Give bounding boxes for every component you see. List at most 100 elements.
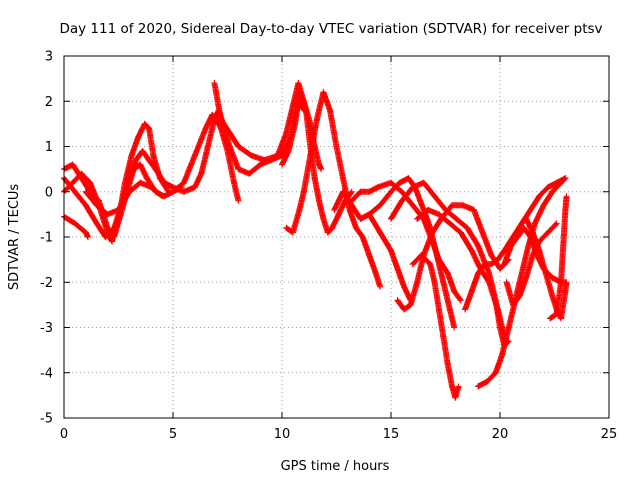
data-point (316, 161, 323, 168)
data-point (348, 188, 355, 195)
y-tick-label: -1 (40, 231, 53, 246)
data-point (525, 243, 532, 250)
data-point (488, 252, 495, 259)
data-point (388, 179, 394, 186)
y-tick-label: 2 (45, 95, 53, 110)
data-point (462, 306, 469, 313)
data-point (82, 202, 89, 209)
data-point (435, 256, 442, 263)
data-point (82, 229, 89, 236)
data-point (148, 184, 155, 191)
data-point (261, 157, 268, 164)
data-point (159, 193, 166, 200)
data-point (126, 188, 133, 195)
data-point (475, 270, 482, 277)
data-point (132, 157, 139, 164)
data-point (499, 351, 506, 358)
data-point (87, 179, 94, 186)
series-track-9 (283, 89, 384, 290)
data-point (289, 229, 296, 236)
x-tick-label: 5 (169, 427, 177, 442)
data-point (497, 265, 503, 272)
y-tick-label: -5 (40, 412, 53, 427)
data-point (316, 197, 323, 204)
data-point (516, 292, 523, 299)
data-point (409, 184, 416, 191)
data-point (377, 283, 384, 290)
data-point (93, 202, 100, 209)
data-point (211, 80, 218, 87)
data-point (283, 224, 290, 231)
data-point (302, 107, 309, 114)
data-point (549, 292, 556, 299)
data-point (527, 206, 534, 213)
series-track-15 (409, 252, 462, 401)
data-point (161, 179, 168, 186)
data-point (313, 116, 320, 123)
data-point (492, 369, 499, 376)
data-point (407, 301, 414, 308)
data-point (357, 188, 364, 195)
data-point (540, 202, 547, 209)
data-point (139, 148, 146, 155)
data-point (69, 179, 76, 186)
data-point (444, 360, 451, 367)
data-point (226, 129, 233, 136)
data-point (398, 188, 405, 195)
data-point (409, 202, 416, 209)
data-point (405, 175, 412, 182)
data-point (209, 111, 216, 118)
data-point (563, 279, 570, 286)
data-point (520, 224, 527, 231)
data-point (69, 161, 76, 168)
y-tick-label: 3 (45, 50, 53, 65)
data-point (558, 179, 565, 186)
data-point (562, 175, 569, 182)
y-axis-label: SDTVAR / TECUs (7, 184, 22, 291)
data-point (558, 279, 565, 286)
data-point (396, 179, 403, 186)
series-track-20 (503, 220, 560, 308)
data-point (235, 166, 242, 173)
data-point (202, 125, 209, 132)
data-point (401, 306, 408, 313)
data-point (191, 152, 198, 159)
data-point (427, 261, 434, 268)
data-point (340, 175, 347, 182)
data-point (547, 315, 554, 322)
data-point (141, 120, 148, 127)
data-point (366, 188, 373, 195)
data-point (71, 220, 78, 227)
data-point (453, 215, 460, 222)
data-point (455, 383, 462, 390)
data-point (137, 179, 144, 186)
data-point (348, 197, 355, 204)
data-point (235, 143, 242, 150)
data-point (464, 224, 471, 231)
data-point (444, 270, 451, 277)
data-point (470, 206, 477, 213)
data-point (307, 152, 314, 159)
data-point (340, 188, 347, 195)
data-point (505, 324, 512, 331)
data-point (549, 274, 556, 281)
data-point (146, 157, 153, 164)
data-point (388, 188, 394, 195)
data-point (398, 197, 405, 204)
data-point (295, 80, 302, 87)
data-point (536, 247, 543, 254)
data-point (483, 378, 490, 385)
data-point (235, 197, 242, 204)
series-track-6 (170, 111, 242, 204)
data-point (274, 152, 281, 159)
data-point (324, 229, 331, 236)
data-point (388, 215, 394, 222)
data-point (486, 279, 493, 286)
data-point (180, 188, 187, 195)
data-point (459, 202, 466, 209)
data-point (475, 243, 482, 250)
data-point (374, 184, 381, 191)
data-point (531, 220, 538, 227)
data-point (366, 211, 373, 218)
